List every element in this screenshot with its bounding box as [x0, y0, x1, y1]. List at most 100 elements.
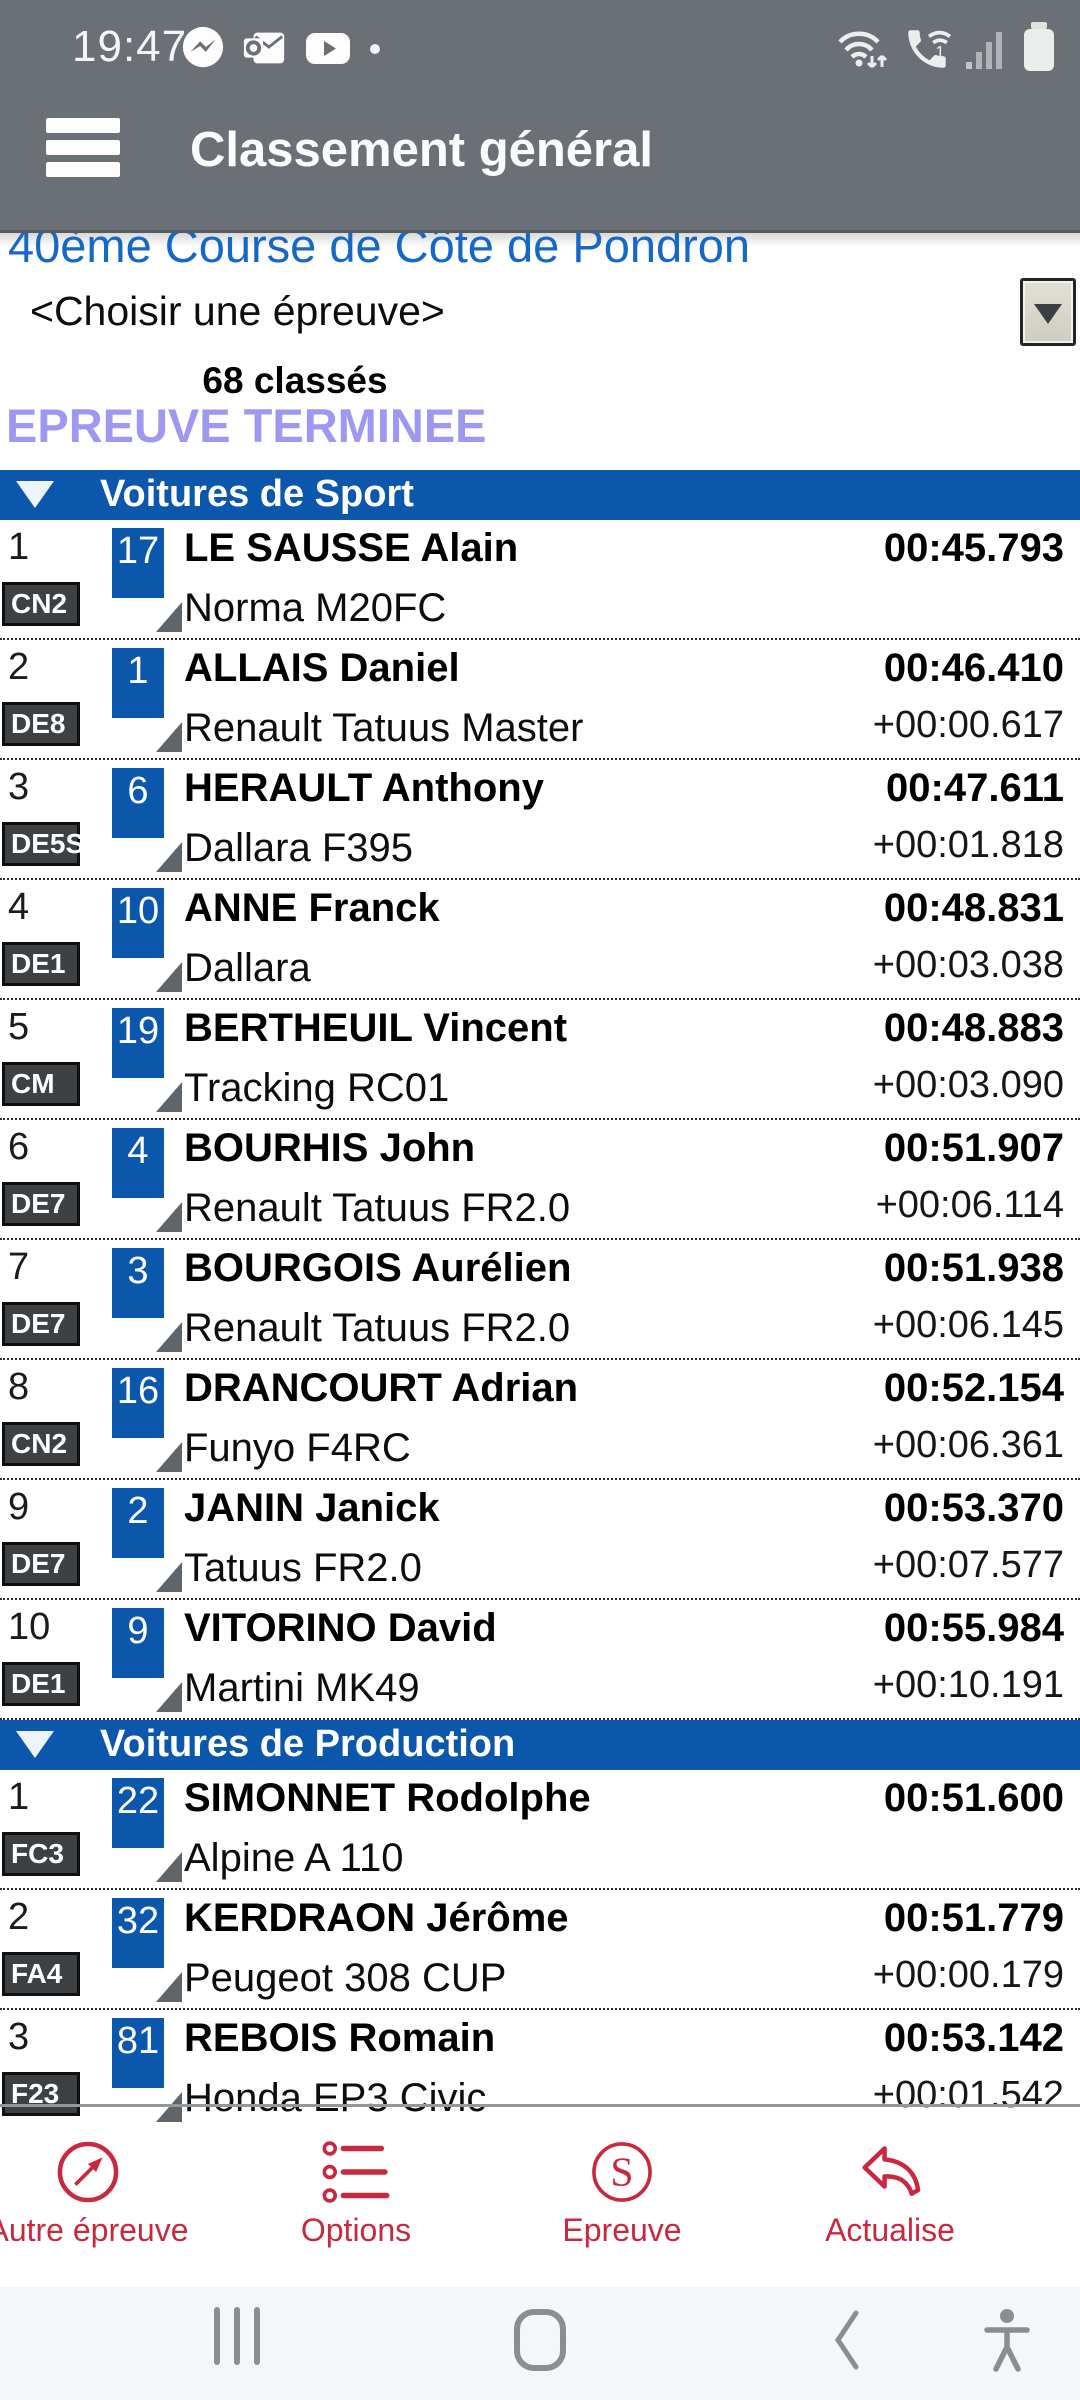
- car-model: Peugeot 308 CUP: [184, 1956, 507, 2000]
- rank: 6: [8, 1126, 30, 1168]
- signal-bars-icon: [966, 32, 1002, 69]
- car-number-badge: 9: [112, 1608, 164, 1678]
- android-navbar: [0, 2287, 1080, 2400]
- best-time: 00:55.984: [883, 1606, 1064, 1650]
- page-title: Classement général: [190, 123, 653, 177]
- clock: 19:47: [72, 22, 188, 71]
- corner-wedge-icon: [156, 1202, 182, 1232]
- class-badge: F23: [2, 2072, 80, 2116]
- car-number-badge: 81: [112, 2018, 164, 2088]
- rank: 3: [8, 766, 30, 808]
- car-model: Martini MK49: [184, 1666, 420, 1710]
- rank: 8: [8, 1366, 30, 1408]
- car-model: Honda EP3 Civic: [184, 2076, 487, 2120]
- section-header[interactable]: Voitures de Production: [0, 1720, 1080, 1770]
- rank: 10: [8, 1606, 51, 1648]
- toolbar-label: Autre épreuve: [0, 2212, 189, 2248]
- best-time: 00:51.600: [883, 1776, 1064, 1820]
- class-badge: DE7: [2, 1182, 80, 1226]
- accessibility-icon[interactable]: [978, 2307, 1036, 2377]
- compass-icon: [57, 2141, 119, 2203]
- options-list-icon: [322, 2141, 390, 2203]
- classified-count: 68 classés: [202, 360, 388, 401]
- rank: 1: [8, 526, 30, 568]
- car-model: Norma M20FC: [184, 586, 447, 630]
- class-badge: CN2: [2, 1422, 80, 1466]
- driver-name: BOURGOIS Aurélien: [184, 1246, 572, 1290]
- result-row[interactable]: 1 22 SIMONNET Rodolphe 00:51.600 FC3 Alp…: [0, 1770, 1080, 1890]
- wifi-calling-icon: 1: [908, 30, 952, 68]
- class-badge: DE1: [2, 1662, 80, 1706]
- svg-text:S: S: [610, 2150, 633, 2196]
- battery-icon: [1024, 22, 1054, 71]
- event-chooser-select[interactable]: <Choisir une épreuve>: [30, 288, 445, 334]
- car-number-badge: 10: [112, 888, 164, 958]
- car-number-badge: 17: [112, 528, 164, 598]
- gap-to-leader: +00:06.361: [872, 1424, 1064, 1466]
- car-number-badge: 19: [112, 1008, 164, 1078]
- result-row[interactable]: 8 16 DRANCOURT Adrian 00:52.154 +00:06.3…: [0, 1360, 1080, 1480]
- notification-dot-icon: [370, 44, 380, 54]
- best-time: 00:47.611: [886, 766, 1064, 810]
- class-badge: CM: [2, 1062, 80, 1106]
- gap-to-leader: +00:00.617: [872, 704, 1064, 746]
- result-row[interactable]: 2 1 ALLAIS Daniel 00:46.410 +00:00.617 D…: [0, 640, 1080, 760]
- class-badge: DE1: [2, 942, 80, 986]
- menu-icon[interactable]: [46, 118, 120, 178]
- other-event-button[interactable]: Autre épreuve: [0, 2134, 218, 2249]
- rank: 7: [8, 1246, 30, 1288]
- event-button[interactable]: S Epreuve: [492, 2134, 752, 2249]
- corner-wedge-icon: [156, 1972, 182, 2002]
- result-row[interactable]: 7 3 BOURGOIS Aurélien 00:51.938 +00:06.1…: [0, 1240, 1080, 1360]
- best-time: 00:45.793: [883, 526, 1064, 570]
- result-row[interactable]: 9 2 JANIN Janick 00:53.370 +00:07.577 DE…: [0, 1480, 1080, 1600]
- event-status-label: EPREUVE TERMINEE: [6, 399, 487, 452]
- home-icon[interactable]: [512, 2307, 568, 2373]
- result-row[interactable]: 1 17 LE SAUSSE Alain 00:45.793 CN2 Norma…: [0, 520, 1080, 640]
- options-button[interactable]: Options: [226, 2134, 486, 2249]
- app-bar: Classement général: [0, 92, 1080, 233]
- section-header[interactable]: Voitures de Sport: [0, 470, 1080, 520]
- section-title: Voitures de Sport: [100, 473, 414, 515]
- result-row[interactable]: 3 81 REBOIS Romain 00:53.142 +00:01.542 …: [0, 2010, 1080, 2130]
- gap-to-leader: +00:03.038: [872, 944, 1064, 986]
- car-number-badge: 16: [112, 1368, 164, 1438]
- driver-name: KERDRAON Jérôme: [184, 1896, 569, 1940]
- bottom-toolbar: Autre épreuve Options S Epreuve: [0, 2126, 1080, 2287]
- result-row[interactable]: 4 10 ANNE Franck 00:48.831 +00:03.038 DE…: [0, 880, 1080, 1000]
- driver-name: VITORINO David: [184, 1606, 497, 1650]
- corner-wedge-icon: [156, 1322, 182, 1352]
- driver-name: SIMONNET Rodolphe: [184, 1776, 591, 1820]
- corner-wedge-icon: [156, 962, 182, 992]
- driver-name: REBOIS Romain: [184, 2016, 496, 2060]
- event-chooser-dropdown-button[interactable]: [1020, 278, 1076, 346]
- result-row[interactable]: 6 4 BOURHIS John 00:51.907 +00:06.114 DE…: [0, 1120, 1080, 1240]
- gap-to-leader: +00:01.818: [872, 824, 1064, 866]
- result-row[interactable]: 5 19 BERTHEUIL Vincent 00:48.883 +00:03.…: [0, 1000, 1080, 1120]
- section-title: Voitures de Production: [100, 1723, 516, 1765]
- rank: 4: [8, 886, 30, 928]
- recents-icon[interactable]: [214, 2307, 260, 2365]
- refresh-button[interactable]: Actualise: [760, 2134, 1020, 2249]
- outlook-icon: [243, 32, 285, 64]
- car-model: Tracking RC01: [184, 1066, 450, 1110]
- best-time: 00:53.142: [883, 2016, 1064, 2060]
- back-icon[interactable]: [828, 2307, 864, 2373]
- corner-wedge-icon: [156, 1562, 182, 1592]
- results-list: Voitures de Sport 1 17 LE SAUSSE Alain 0…: [0, 470, 1080, 2130]
- corner-wedge-icon: [156, 1852, 182, 1882]
- gap-to-leader: +00:06.145: [872, 1304, 1064, 1346]
- collapse-triangle-icon: [16, 1731, 54, 1758]
- rank: 5: [8, 1006, 30, 1048]
- result-row[interactable]: 10 9 VITORINO David 00:55.984 +00:10.191…: [0, 1600, 1080, 1720]
- rank: 2: [8, 1896, 30, 1938]
- car-model: Renault Tatuus Master: [184, 706, 584, 750]
- car-number-badge: 2: [112, 1488, 164, 1558]
- result-row[interactable]: 2 32 KERDRAON Jérôme 00:51.779 +00:00.17…: [0, 1890, 1080, 2010]
- svg-text:1: 1: [935, 42, 944, 61]
- class-badge: DE5S: [2, 822, 84, 866]
- result-row[interactable]: 3 6 HERAULT Anthony 00:47.611 +00:01.818…: [0, 760, 1080, 880]
- class-badge: DE7: [2, 1302, 80, 1346]
- status-bar: 19:47: [0, 0, 1080, 92]
- wifi-icon: [838, 31, 888, 69]
